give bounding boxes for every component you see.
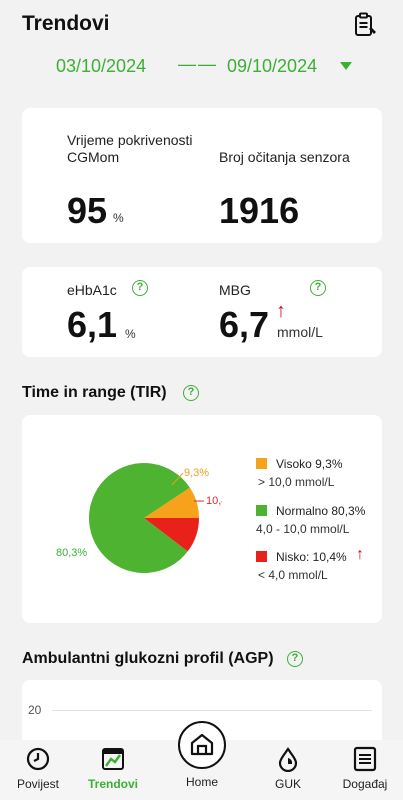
header: Trendovi 03/10/2024 —— 09/10/2024 <box>0 0 403 100</box>
nav-povijest[interactable]: Povijest <box>3 740 73 800</box>
legend-normal-label: Normalno 80,3% <box>276 504 366 518</box>
tir-section-title: Time in range (TIR) <box>22 384 167 401</box>
legend-low-range: < 4,0 mmol/L <box>258 568 328 582</box>
cgm-coverage-unit: % <box>113 211 124 225</box>
metrics-card: eHbA1c ? 6,1 % MBG ? 6,7 ↑ mmol/L <box>22 267 382 357</box>
pie-label-normal: 80,3% <box>56 547 87 559</box>
agp-section-title: Ambulantni glukozni profil (AGP) <box>22 650 274 667</box>
help-icon[interactable]: ? <box>183 385 199 401</box>
pie-label-low: 10,4% <box>206 495 222 507</box>
legend-low-swatch <box>256 551 267 562</box>
nav-label-dogadaj: Događaj <box>342 777 388 791</box>
legend-high-label: Visoko 9,3% <box>276 457 343 471</box>
sensor-readings-label: Broj očitanja senzora <box>219 149 350 165</box>
caret-down-icon[interactable] <box>340 62 352 70</box>
cgm-coverage-value: 95 <box>67 190 108 231</box>
date-to[interactable]: 09/10/2024 <box>227 56 318 76</box>
legend-normal-swatch <box>256 505 267 516</box>
tir-card: 9,3% 10,4% 80,3% Visoko 9,3% > 10,0 mmol/L… <box>22 415 382 623</box>
home-button[interactable] <box>178 721 226 769</box>
ehba1c-value: 6,1 <box>67 304 118 345</box>
arrow-up-icon: ↑ <box>356 546 364 563</box>
date-separator: —— <box>178 54 218 74</box>
nav-label-povijest: Povijest <box>16 777 60 791</box>
pie-label-high: 9,3% <box>184 467 209 479</box>
legend-normal-range: 4,0 - 10,0 mmol/L <box>256 522 350 536</box>
legend-low-label: Nisko: 10,4% <box>276 550 347 564</box>
nav-guk[interactable]: GUK <box>253 740 323 800</box>
pie-slice-low <box>144 518 199 552</box>
mbg-value: 6,7 <box>219 304 270 345</box>
ehba1c-unit: % <box>125 327 136 341</box>
clock-icon <box>26 747 50 771</box>
help-icon[interactable]: ? <box>287 651 303 667</box>
trend-chart-icon <box>102 748 124 770</box>
nav-label-trendovi: Trendovi <box>87 777 138 791</box>
agp-gridline <box>52 710 372 711</box>
coverage-card: Vrijeme pokrivenosti CGMom 95 % Broj oči… <box>22 108 382 243</box>
legend-high-range: > 10,0 mmol/L <box>258 475 335 489</box>
agp-y-tick: 20 <box>28 703 42 717</box>
help-icon[interactable]: ? <box>132 280 148 296</box>
nav-dogadaj[interactable]: Događaj <box>330 740 400 800</box>
list-icon <box>353 746 377 772</box>
pie-slice-high <box>144 487 199 518</box>
page-title: Trendovi <box>22 12 110 35</box>
sensor-readings-value: 1916 <box>219 190 300 231</box>
mbg-unit: mmol/L <box>277 324 323 340</box>
nav-trendovi[interactable]: Trendovi <box>78 740 148 800</box>
nav-home[interactable]: Home <box>167 740 237 800</box>
home-icon <box>190 733 214 756</box>
nav-label-home: Home <box>185 775 218 789</box>
mbg-label: MBG <box>219 282 251 298</box>
help-icon[interactable]: ? <box>310 280 326 296</box>
legend-high-swatch <box>256 458 267 469</box>
ehba1c-label: eHbA1c <box>67 282 117 298</box>
arrow-up-icon: ↑ <box>276 300 286 322</box>
tir-pie-chart: 9,3% 10,4% 80,3% <box>56 463 222 573</box>
report-icon[interactable] <box>351 11 379 39</box>
drop-icon <box>278 747 298 772</box>
cgm-coverage-label: Vrijeme pokrivenosti CGMom <box>67 132 193 165</box>
pie-leader-high <box>171 472 184 486</box>
date-from[interactable]: 03/10/2024 <box>56 56 147 76</box>
pie-slice-normal <box>88 463 190 573</box>
date-range-selector[interactable]: 03/10/2024 —— 09/10/2024 <box>0 54 403 82</box>
nav-label-guk: GUK <box>274 777 301 791</box>
